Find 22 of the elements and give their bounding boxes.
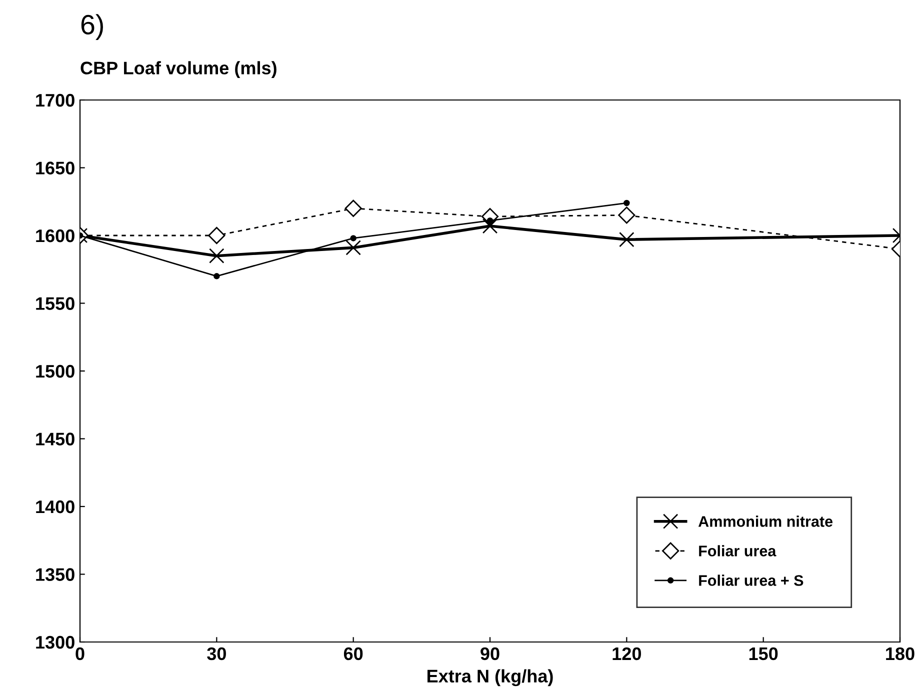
y-tick-label: 1700: [36, 94, 74, 107]
text: 6): [81, 14, 103, 40]
y-tick-label: 1300: [36, 636, 74, 649]
x-tick-label: 30: [207, 647, 226, 660]
y-tick-label: 1550: [36, 297, 74, 310]
x-tick-label: 150: [749, 647, 778, 660]
legend-label: Foliar urea: [699, 545, 776, 556]
x-axis-title: Extra N (kg/ha): [428, 669, 553, 686]
y-tick-label: 1400: [36, 500, 74, 514]
x-tick-label: 60: [344, 647, 363, 660]
y-tick-label: 1500: [36, 364, 74, 378]
y-axis-title: CBP Loaf volume (mls): [80, 61, 276, 78]
y-tick-label: 1650: [36, 162, 74, 174]
y-tick-label: 1600: [36, 229, 74, 242]
y-tick-label: 1350: [36, 568, 74, 581]
y-tick-label: 1450: [36, 432, 74, 446]
x-tick-label: 120: [612, 647, 641, 660]
x-tick-label: 180: [886, 647, 914, 660]
legend-label: Foliar urea + S: [699, 574, 804, 586]
x-tick-label: 90: [480, 647, 500, 660]
x-tick-label: 0: [76, 647, 84, 660]
legend-label: Ammonium nitrate: [698, 516, 833, 527]
